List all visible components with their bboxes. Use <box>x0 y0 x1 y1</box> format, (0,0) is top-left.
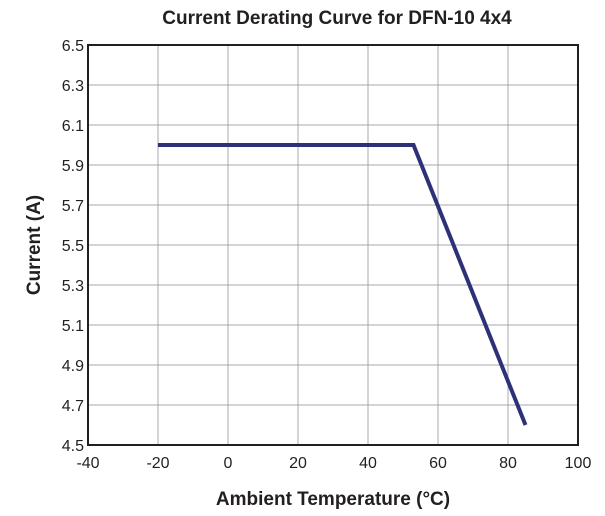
y-tick-label: 5.1 <box>62 318 84 335</box>
x-tick-label: 40 <box>359 455 377 472</box>
y-tick-label: 4.9 <box>62 358 84 375</box>
x-tick-label: -40 <box>76 455 99 472</box>
y-tick-label: 4.7 <box>62 398 84 415</box>
grid-lines <box>88 45 578 445</box>
y-tick-label: 5.7 <box>62 198 84 215</box>
series-group <box>158 143 528 426</box>
y-tick-label: 5.9 <box>62 158 84 175</box>
plot-frame <box>87 44 579 446</box>
x-tick-label: 80 <box>499 455 517 472</box>
series-line <box>158 143 528 426</box>
y-tick-label: 6.1 <box>62 118 84 135</box>
y-tick-label: 6.5 <box>62 38 84 55</box>
x-tick-label: 60 <box>429 455 447 472</box>
y-tick-label: 4.5 <box>62 438 84 455</box>
y-tick-label: 6.3 <box>62 78 84 95</box>
y-tick-label: 5.5 <box>62 238 84 255</box>
x-tick-labels: -40 -20 0 20 40 60 80 100 <box>76 455 591 472</box>
y-tick-labels: 4.5 4.7 4.9 5.1 5.3 5.5 5.7 5.9 6.1 6.3 6.5 <box>62 38 84 455</box>
x-tick-label: -20 <box>146 455 169 472</box>
x-tick-label: 0 <box>224 455 233 472</box>
y-tick-label: 5.3 <box>62 278 84 295</box>
x-axis-label: Ambient Temperature (°C) <box>216 489 450 510</box>
x-tick-label: 100 <box>565 455 592 472</box>
chart-title: Current Derating Curve for DFN-10 4x4 <box>162 8 512 29</box>
x-tick-label: 20 <box>289 455 307 472</box>
y-axis-label: Current (A) <box>24 195 45 295</box>
